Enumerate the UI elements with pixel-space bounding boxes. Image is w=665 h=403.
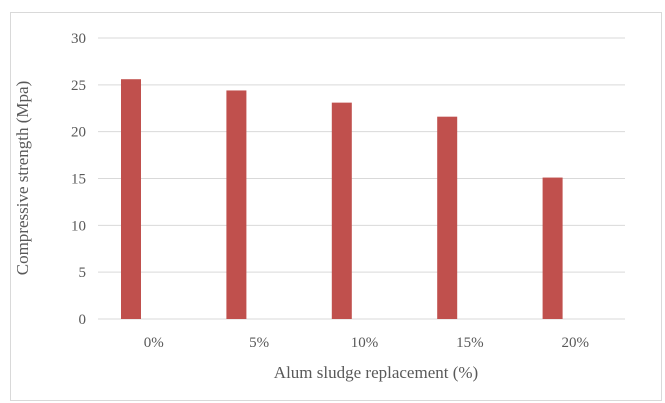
y-tick-labels: 0 5 10 15 20 25 30: [71, 31, 86, 328]
y-axis-title: Compressive strength (Mpa): [13, 81, 32, 276]
x-axis-title: Alum sludge replacement (%): [274, 363, 478, 382]
x-tick-label: 15%: [456, 335, 484, 351]
x-tick-label: 20%: [562, 335, 590, 351]
bar-15pct: [437, 116, 458, 320]
bars: [121, 79, 563, 320]
y-tick-label: 25: [71, 78, 86, 94]
bar-5pct: [226, 90, 247, 319]
y-tick-label: 5: [79, 265, 87, 281]
bar-0pct: [121, 79, 141, 319]
x-tick-label: 10%: [351, 335, 379, 351]
x-tick-labels: 0% 5% 10% 15% 20%: [144, 335, 589, 351]
gridlines: [98, 37, 625, 320]
x-tick-label: 5%: [249, 335, 269, 351]
y-tick-label: 30: [71, 31, 86, 47]
bar-20pct: [542, 177, 563, 319]
x-tick-label: 0%: [144, 335, 164, 351]
y-tick-label: 0: [79, 312, 87, 328]
bar-10pct: [331, 102, 352, 319]
y-tick-label: 20: [71, 125, 86, 141]
y-tick-label: 15: [71, 172, 86, 188]
y-tick-label: 10: [71, 218, 86, 234]
